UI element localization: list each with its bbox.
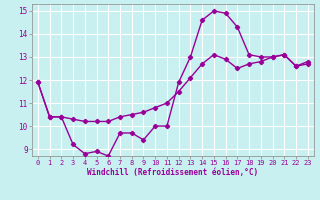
X-axis label: Windchill (Refroidissement éolien,°C): Windchill (Refroidissement éolien,°C) xyxy=(87,168,258,177)
